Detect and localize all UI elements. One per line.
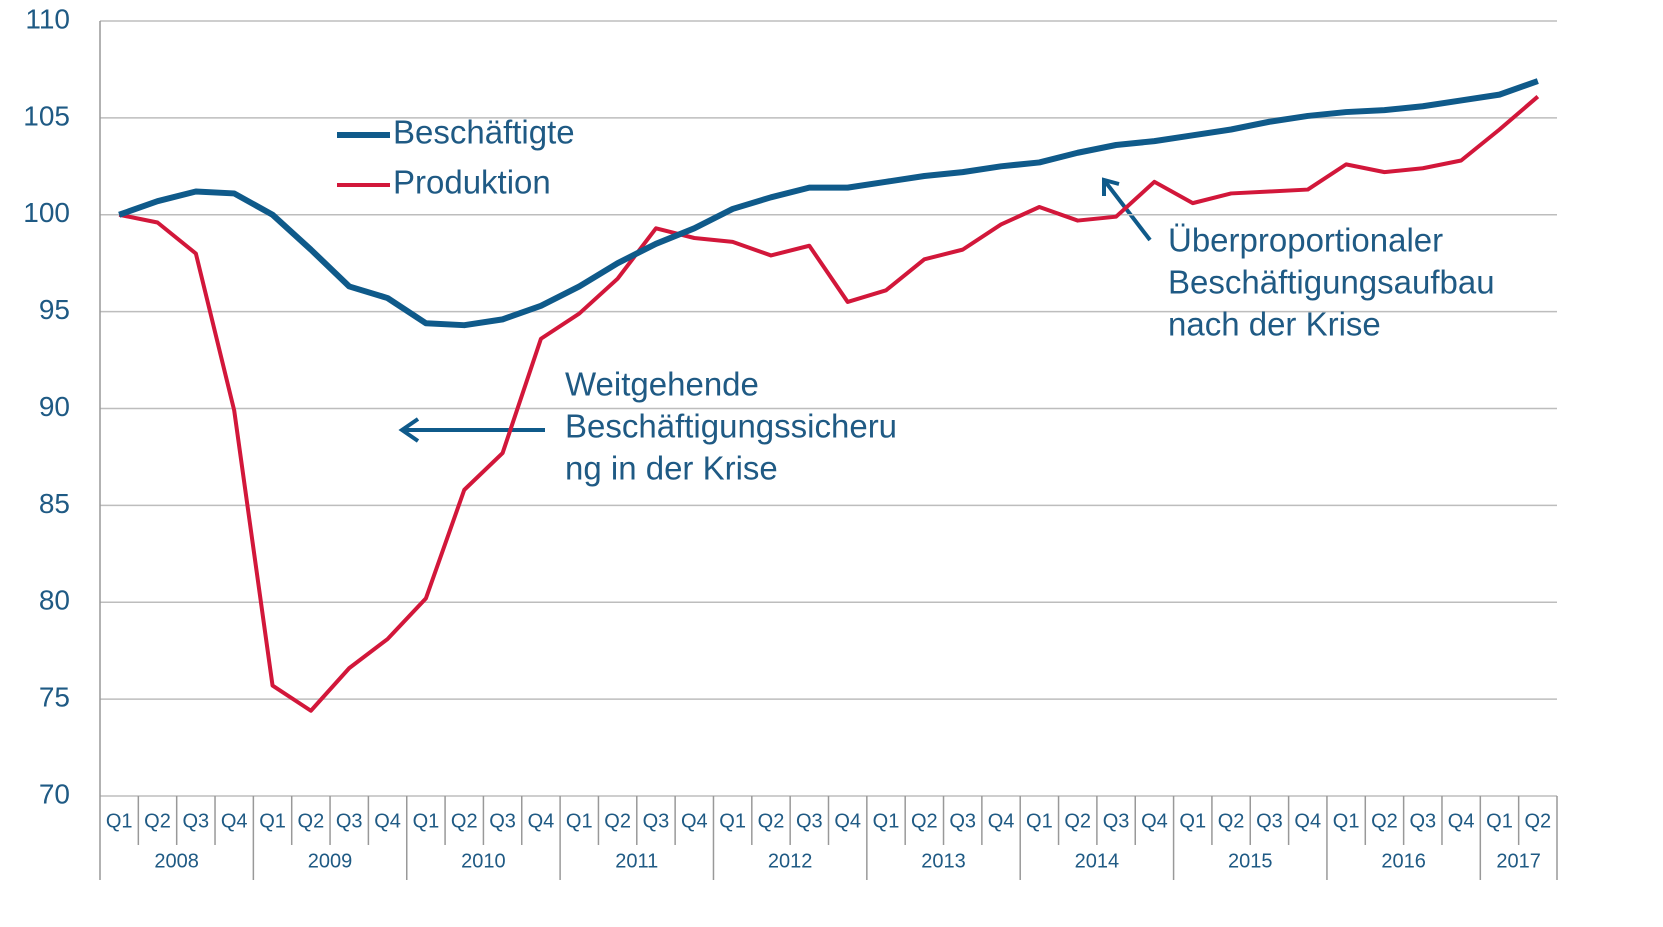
x-tick-label: Q1 [566,810,593,832]
x-tick-label: Q2 [1218,810,1245,832]
x-tick-label: Q3 [643,810,670,832]
line [118,78,1539,329]
x-tick-label: Q4 [1141,810,1168,832]
x-tick-label: Q2 [604,810,631,832]
x-tick-label: Q1 [413,810,440,832]
arrow [1102,178,1152,242]
x-tick-label: Q1 [106,810,133,832]
y-tick-label: 85 [39,488,70,519]
x-tick-label: Q4 [1448,810,1475,832]
year-label: 2017 [1496,850,1541,872]
x-tick-label: Q3 [1256,810,1283,832]
y-tick-label: 70 [39,778,70,809]
year-label: 2010 [461,850,506,872]
x-tick-label: Q4 [1294,810,1321,832]
legend-label: Produktion [393,164,551,201]
arrows [398,177,1152,443]
y-tick-label: 80 [39,585,70,616]
x-tick-label: Q3 [336,810,363,832]
x-tick-label: Q4 [374,810,401,832]
year-label: 2011 [615,850,658,872]
x-tick-label: Q1 [719,810,746,832]
arrow-head [398,417,420,443]
x-tick-label: Q2 [1371,810,1398,832]
annotation: Weitgehende [565,366,759,403]
x-tick-label: Q2 [911,810,938,832]
x-tick-label: Q1 [1333,810,1360,832]
year-label: 2012 [768,850,813,872]
year-label: 2013 [921,850,966,872]
y-tick-label: 100 [23,197,70,228]
year-label: 2014 [1075,850,1120,872]
y-tick-label: 110 [25,3,70,34]
x-tick-label: Q1 [1179,810,1206,832]
x-tick-label: Q1 [259,810,286,832]
annotation: Überproportionaler [1168,222,1443,259]
y-tick-label: 95 [39,294,70,325]
year-label: 2015 [1228,850,1273,872]
year-label: 2016 [1381,850,1426,872]
x-tick-label: Q2 [451,810,478,832]
y-tick-label: 90 [39,391,70,422]
x-tick-label: Q4 [834,810,861,832]
x-tick-label: Q3 [796,810,823,832]
annotation: nach der Krise [1168,306,1381,343]
annotation: Beschäftigungssicheru [565,408,897,445]
year-label: 2009 [308,850,353,872]
x-tick-label: Q2 [1524,810,1551,832]
x-tick-label: Q4 [681,810,708,832]
x-tick-label: Q2 [144,810,171,832]
annotation: Beschäftigungsaufbau [1168,264,1495,301]
y-tick-label: 105 [23,100,70,131]
x-tick-label: Q4 [988,810,1015,832]
x-tick-label: Q4 [221,810,248,832]
x-tick-label: Q3 [949,810,976,832]
x-tick-label: Q1 [873,810,900,832]
x-tick-label: Q3 [1103,810,1130,832]
x-tick-label: Q2 [298,810,325,832]
line [118,95,1540,713]
x-tick-label: Q4 [528,810,555,832]
x-tick-label: Q3 [1409,810,1436,832]
x-tick-label: Q3 [183,810,210,832]
annotation: ng in der Krise [565,450,778,487]
x-tick-label: Q1 [1026,810,1053,832]
y-tick-label: 75 [39,682,70,713]
year-label: 2008 [154,850,199,872]
x-tick-label: Q2 [758,810,785,832]
x-tick-label: Q3 [489,810,516,832]
x-tick-label: Q1 [1486,810,1513,832]
x-tick-label: Q2 [1064,810,1091,832]
arrow-head [1102,177,1120,196]
legend-label: Beschäftigte [393,114,575,151]
